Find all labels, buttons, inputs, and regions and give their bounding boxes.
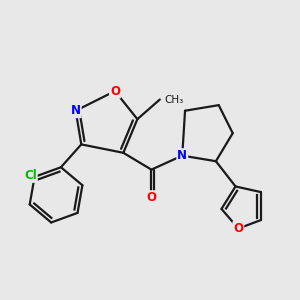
Text: O: O (146, 191, 156, 204)
Text: O: O (233, 222, 243, 235)
Text: N: N (71, 104, 81, 117)
Text: CH₃: CH₃ (164, 94, 183, 104)
Text: Cl: Cl (24, 169, 37, 182)
Text: N: N (177, 149, 187, 162)
Text: O: O (110, 85, 120, 98)
